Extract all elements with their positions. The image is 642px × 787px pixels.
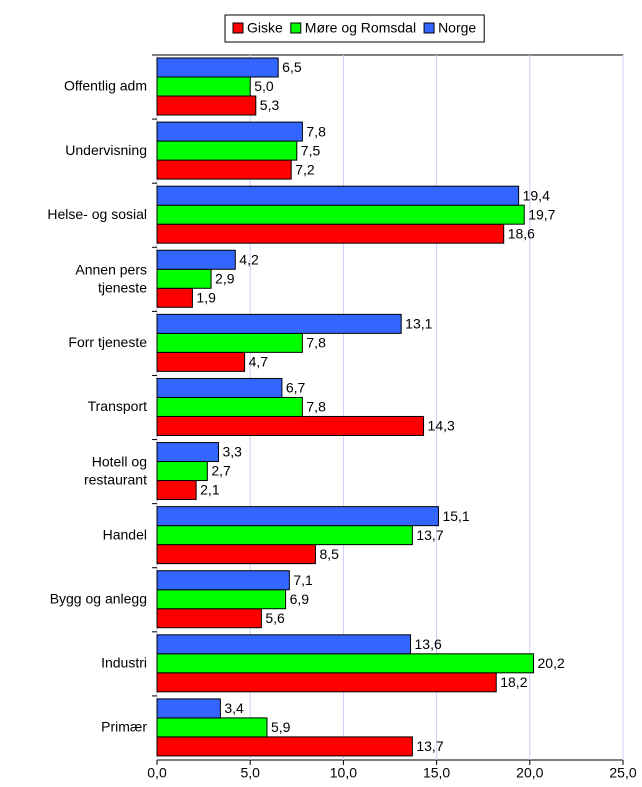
value-label: 7,5	[301, 142, 321, 158]
value-label: 15,1	[442, 508, 469, 524]
bar	[156, 717, 268, 738]
bar	[156, 204, 525, 225]
legend-label: Møre og Romsdal	[305, 20, 416, 36]
bar	[156, 223, 505, 244]
bar	[156, 249, 236, 270]
bar	[156, 377, 283, 398]
value-label: 13,6	[415, 636, 442, 652]
bar	[156, 544, 316, 565]
x-tick-label: 0,0	[147, 765, 167, 781]
value-label: 3,4	[224, 700, 244, 716]
value-label: 20,2	[538, 655, 565, 671]
value-label: 5,9	[271, 719, 291, 735]
value-label: 2,1	[200, 482, 220, 498]
value-label: 19,7	[528, 206, 555, 222]
x-tick-label: 5,0	[240, 765, 260, 781]
bar	[156, 653, 535, 674]
bar	[156, 313, 402, 334]
bar	[156, 95, 257, 116]
value-label: 4,2	[239, 251, 259, 267]
value-label: 6,5	[282, 59, 302, 75]
y-tick-label: Transport	[88, 398, 148, 414]
y-tick-label: Offentlig adm	[64, 78, 147, 94]
bar	[156, 415, 425, 436]
y-tick-label: Forr tjeneste	[68, 334, 147, 350]
bar	[156, 442, 220, 463]
legend-box	[224, 14, 485, 43]
legend-swatch	[290, 22, 302, 34]
x-tick-label: 15,0	[423, 765, 450, 781]
y-tick-label: Hotell og restaurant	[84, 453, 147, 487]
bar	[156, 570, 290, 591]
value-label: 13,7	[416, 527, 443, 543]
bar	[156, 140, 298, 161]
y-tick-label: Primær	[101, 719, 147, 735]
bar	[156, 480, 197, 501]
y-tick-label: Handel	[103, 526, 147, 542]
bar	[156, 461, 208, 482]
value-label: 18,2	[500, 674, 527, 690]
bar	[156, 396, 303, 417]
value-label: 7,8	[306, 123, 326, 139]
value-label: 5,0	[254, 78, 274, 94]
value-label: 7,8	[306, 399, 326, 415]
legend-label: Giske	[247, 20, 283, 36]
legend-swatch	[232, 22, 244, 34]
bar	[156, 121, 303, 142]
bar	[156, 525, 413, 546]
y-tick-label: Undervisning	[65, 142, 147, 158]
bar	[156, 57, 279, 78]
value-label: 3,3	[223, 444, 243, 460]
value-label: 14,3	[428, 418, 455, 434]
value-label: 5,6	[265, 610, 285, 626]
bar	[156, 506, 439, 527]
bar	[156, 672, 497, 693]
value-label: 18,6	[508, 225, 535, 241]
y-tick-label: Bygg og anlegg	[50, 590, 147, 606]
value-label: 2,9	[215, 270, 235, 286]
bar	[156, 608, 262, 629]
y-tick-label: Annen pers tjeneste	[75, 261, 147, 295]
bar	[156, 736, 413, 757]
value-label: 5,3	[260, 97, 280, 113]
bar	[156, 76, 251, 97]
value-label: 1,9	[196, 289, 216, 305]
bar	[156, 698, 221, 719]
value-label: 7,1	[293, 572, 313, 588]
value-label: 8,5	[319, 546, 339, 562]
bar	[156, 287, 193, 308]
value-label: 13,7	[416, 738, 443, 754]
y-tick-label: Industri	[101, 655, 147, 671]
bar	[156, 332, 303, 353]
x-tick-label: 20,0	[516, 765, 543, 781]
bar	[156, 589, 287, 610]
value-label: 7,8	[306, 335, 326, 351]
x-tick-label: 25,0	[609, 765, 636, 781]
bar	[156, 351, 246, 372]
y-tick-label: Helse- og sosial	[47, 206, 147, 222]
value-label: 4,7	[249, 354, 269, 370]
bar	[156, 268, 212, 289]
value-label: 6,7	[286, 380, 306, 396]
bar	[156, 159, 292, 180]
value-label: 7,2	[295, 161, 315, 177]
bar	[156, 634, 412, 655]
value-label: 2,7	[211, 463, 231, 479]
value-label: 13,1	[405, 316, 432, 332]
value-label: 6,9	[290, 591, 310, 607]
value-label: 19,4	[523, 187, 550, 203]
legend-swatch	[423, 22, 435, 34]
bar	[156, 185, 520, 206]
x-tick-label: 10,0	[330, 765, 357, 781]
legend-label: Norge	[438, 20, 476, 36]
